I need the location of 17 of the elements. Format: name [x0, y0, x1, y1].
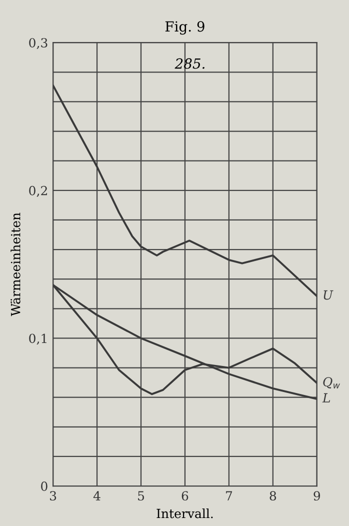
- x-tick-label: 6: [182, 491, 188, 501]
- chart-title: Fig. 9: [165, 21, 204, 35]
- series-label: L: [322, 393, 330, 402]
- y-tick-label: 0: [41, 481, 48, 491]
- x-tick-label: 5: [138, 491, 144, 501]
- series-label: Q$_{w}$: [323, 377, 340, 388]
- x-axis-title: Intervall.: [156, 508, 213, 518]
- series-label: U: [324, 290, 334, 300]
- y-tick-label: 0,3: [29, 38, 48, 50]
- x-tick-label: 9: [314, 491, 320, 501]
- y-axis-title: Wärmeeinheiten: [10, 212, 20, 316]
- y-tick-label: 0,2: [29, 186, 47, 197]
- x-tick-label: 4: [93, 491, 100, 500]
- y-tick-label: 0,1: [29, 334, 46, 345]
- x-tick-label: 3: [50, 491, 56, 501]
- x-tick-label: 7: [226, 491, 232, 500]
- x-tick-label: 8: [270, 491, 276, 501]
